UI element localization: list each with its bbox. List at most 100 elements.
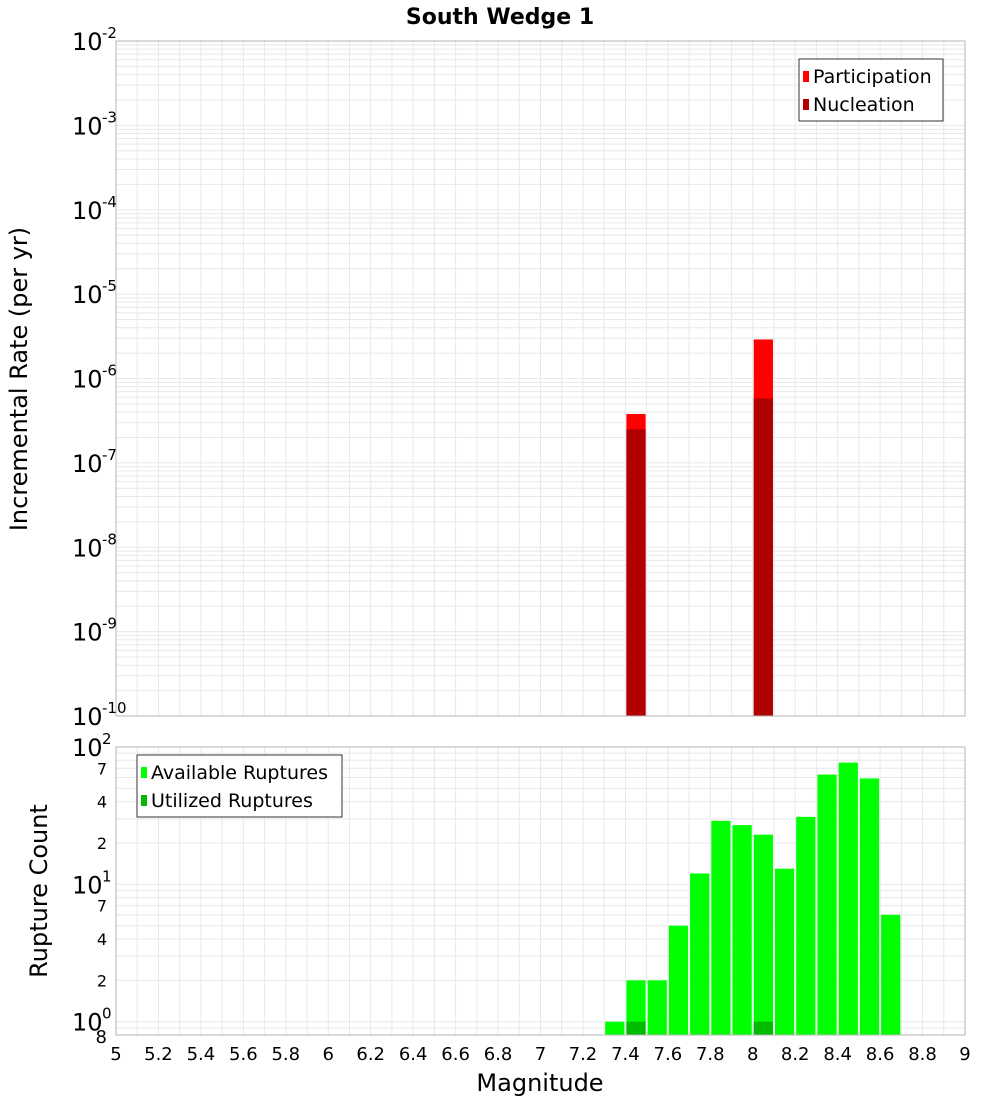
x-tick-label: 7.8 — [696, 1044, 725, 1065]
grid-lines — [115, 40, 966, 717]
y-tick-base: 10 — [72, 703, 103, 731]
legend-swatch — [803, 71, 809, 82]
y-tick-label: 10 -7 — [72, 446, 117, 478]
y-tick-label: 10 -9 — [72, 615, 117, 647]
y-minor-tick-label: 2 — [97, 834, 107, 853]
y-tick-base: 10 — [72, 871, 103, 899]
y-tick-base: 10 — [72, 366, 103, 394]
x-tick-label: 6.2 — [356, 1044, 385, 1065]
bar — [626, 980, 646, 1035]
y-tick-label: 10 2 — [72, 730, 112, 762]
x-tick-label: 7.6 — [654, 1044, 683, 1065]
legend-swatch — [803, 99, 809, 110]
y-tick-label: 10 -10 — [72, 699, 127, 731]
y-tick-label: 10 -2 — [72, 24, 117, 56]
bar — [881, 914, 901, 1035]
y-tick-exponent: -7 — [102, 446, 117, 464]
series-1 — [626, 1021, 773, 1035]
x-tick-label: 5.8 — [271, 1044, 300, 1065]
x-tick-label: 6.8 — [484, 1044, 513, 1065]
legend-label: Nucleation — [813, 94, 915, 116]
y-tick-label: 10 -8 — [72, 530, 117, 562]
chart-title: South Wedge 1 — [406, 5, 594, 30]
legend-box — [136, 754, 343, 818]
legend-label: Utilized Ruptures — [151, 790, 313, 812]
x-tick-label: 8.4 — [823, 1044, 852, 1065]
x-tick-label: 9 — [959, 1044, 970, 1065]
x-tick-label: 8.6 — [866, 1044, 895, 1065]
y-tick-base: 10 — [72, 450, 103, 478]
bar — [668, 925, 689, 1035]
legend-swatch — [141, 767, 147, 778]
plot-border — [115, 746, 966, 1036]
y-tick-base: 10 — [72, 619, 103, 647]
y-minor-tick-label: 4 — [97, 793, 107, 812]
x-tick-label: 7.4 — [611, 1044, 640, 1065]
y-tick-base: 10 — [72, 281, 103, 309]
y-tick-exponent: -8 — [102, 530, 117, 548]
y-minor-tick-label: 4 — [97, 930, 107, 949]
bar — [626, 429, 646, 716]
bar — [732, 825, 752, 1035]
x-tick-label: 8.2 — [781, 1044, 810, 1065]
y-tick-label: 10 -6 — [72, 362, 117, 394]
y-tick-exponent: -6 — [102, 362, 117, 380]
y-tick-label: 10 0 — [72, 1005, 112, 1037]
series-0 — [605, 762, 901, 1035]
bar — [626, 1021, 646, 1035]
x-tick-label: 7.2 — [569, 1044, 598, 1065]
y-tick-exponent: -3 — [102, 108, 117, 126]
y-tick-base: 10 — [72, 112, 103, 140]
bar — [605, 1021, 625, 1035]
y-tick-label: 10 -3 — [72, 108, 117, 140]
y-tick-base: 10 — [72, 734, 103, 762]
y-tick-exponent: -2 — [102, 24, 117, 42]
y-minor-tick-label: 7 — [97, 897, 107, 916]
legend: Participation Nucleation — [798, 58, 944, 122]
y-tick-base: 10 — [72, 1009, 103, 1037]
legend-label: Participation — [813, 66, 932, 88]
y-tick-base: 10 — [72, 197, 103, 225]
bar — [796, 816, 816, 1035]
y-tick-label: 10 -4 — [72, 193, 117, 225]
x-axis-label: Magnitude — [476, 1069, 603, 1097]
y-tick-exponent: -4 — [102, 193, 117, 211]
x-tick-label: 5 — [110, 1044, 121, 1065]
bar — [838, 762, 858, 1035]
bar — [753, 398, 773, 716]
legend: Available Ruptures Utilized Ruptures — [136, 754, 343, 818]
rate-y-axis-label: Incremental Rate (per yr) — [5, 227, 33, 531]
y-tick-exponent: -5 — [102, 277, 117, 295]
x-tick-label: 5.4 — [187, 1044, 216, 1065]
bar — [817, 774, 837, 1035]
y-tick-exponent: 2 — [102, 730, 112, 748]
legend-label: Available Ruptures — [151, 762, 328, 784]
legend-swatch — [141, 795, 147, 806]
bar — [774, 868, 795, 1035]
y-tick-exponent: -9 — [102, 615, 117, 633]
y-tick-exponent: 1 — [102, 867, 112, 885]
bar — [753, 834, 773, 1035]
y-minor-tick-label: 2 — [97, 971, 107, 990]
bar — [647, 980, 667, 1035]
x-tick-label: 7 — [535, 1044, 546, 1065]
x-tick-label: 6 — [323, 1044, 334, 1065]
legend-box — [798, 58, 944, 122]
x-tick-label: 8 — [747, 1044, 758, 1065]
y-tick-label: 10 1 — [72, 867, 112, 899]
x-tick-label: 5.6 — [229, 1044, 258, 1065]
y-tick-base: 10 — [72, 28, 103, 56]
bar — [690, 873, 710, 1035]
x-tick-label: 5.2 — [144, 1044, 173, 1065]
y-tick-exponent: 0 — [102, 1005, 112, 1023]
count-y-axis-label: Rupture Count — [25, 804, 53, 978]
bar — [859, 778, 880, 1035]
y-minor-tick-label: 7 — [97, 759, 107, 778]
bar — [753, 1021, 773, 1035]
series-1 — [626, 398, 773, 716]
plot-border — [115, 40, 966, 717]
bar — [711, 820, 731, 1035]
